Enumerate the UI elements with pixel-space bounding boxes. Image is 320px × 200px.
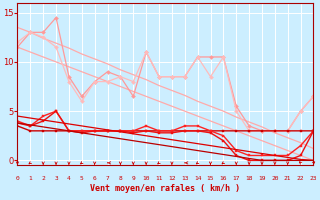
X-axis label: Vent moyen/en rafales ( km/h ): Vent moyen/en rafales ( km/h ) [91, 184, 240, 193]
